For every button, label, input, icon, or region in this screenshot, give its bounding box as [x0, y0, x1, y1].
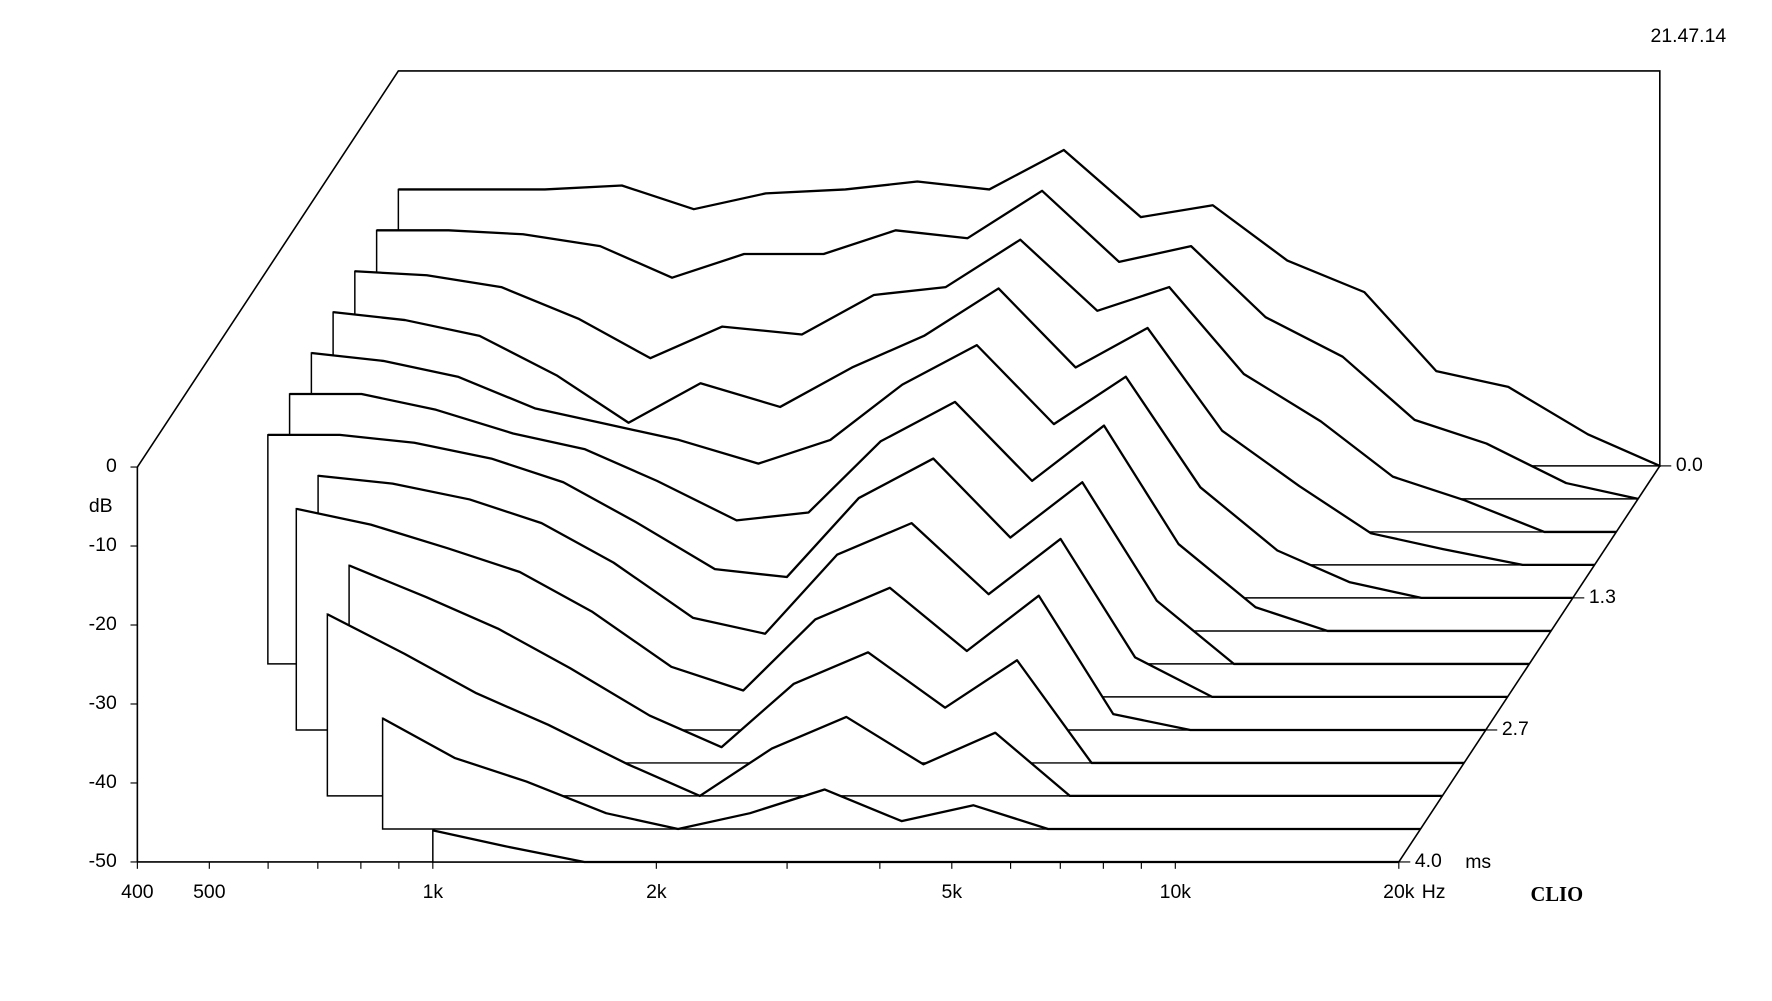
timestamp: 21.47.14 [1651, 25, 1727, 47]
z-axis-label: ms [1465, 851, 1491, 873]
y-tick-label: -50 [89, 850, 117, 872]
slice-line [432, 829, 1399, 864]
x-tick-label: 20k [1383, 881, 1415, 903]
slice-line [296, 507, 1486, 732]
slice-line [332, 287, 1595, 567]
z-tick-label: 2.7 [1502, 718, 1529, 740]
x-tick-label: 400 [121, 881, 154, 903]
x-tick-label: 5k [942, 881, 963, 903]
slice-line [289, 392, 1552, 633]
slice-line [382, 717, 1421, 831]
x-tick-label: 1k [423, 881, 444, 903]
y-tick-label: -40 [89, 771, 117, 793]
slice-line [311, 343, 1573, 600]
x-tick-label: 10k [1160, 881, 1192, 903]
z-tick-label: 4.0 [1415, 850, 1442, 872]
back-frame [136, 70, 1661, 468]
x-tick-label: 500 [193, 881, 226, 903]
slice-line [354, 238, 1617, 534]
z-tick-label: 1.3 [1589, 586, 1616, 608]
y-tick-label: -30 [89, 692, 117, 714]
slice-line [267, 433, 1530, 666]
y-tick-label: -10 [89, 534, 117, 556]
watermark: CLIO [1530, 884, 1583, 906]
y-tick-label: 0 [106, 455, 117, 477]
y-tick-label: -20 [89, 613, 117, 635]
slice-line [376, 189, 1639, 500]
slice-line [326, 613, 1443, 798]
slice-line [317, 474, 1508, 699]
z-tick-label: 0.0 [1676, 454, 1703, 476]
x-axis-label: Hz [1422, 881, 1446, 903]
y-axis-label: dB [89, 495, 113, 517]
x-tick-label: 2k [646, 881, 667, 903]
slice-line [348, 564, 1465, 765]
slice-line [398, 148, 1661, 467]
